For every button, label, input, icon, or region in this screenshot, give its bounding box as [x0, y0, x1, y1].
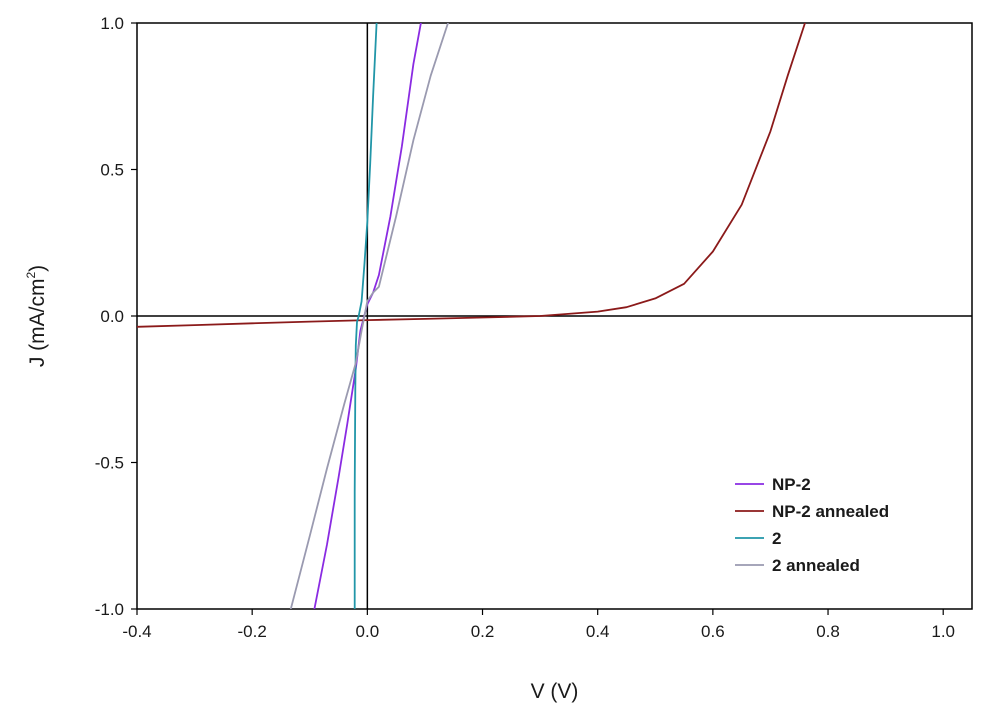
series-layer	[137, 23, 806, 609]
y-tick-label: 0.0	[100, 307, 124, 326]
x-tick-label: 1.0	[931, 622, 955, 641]
x-tick-label: 0.0	[356, 622, 380, 641]
x-tick-label: 0.8	[816, 622, 840, 641]
y-axis-label-base: J (mA/cm	[26, 279, 49, 368]
legend-label: NP-2	[772, 475, 811, 494]
y-tick-label: 0.5	[100, 161, 124, 180]
x-tick-label: 0.4	[586, 622, 610, 641]
legend-label: NP-2 annealed	[772, 502, 889, 521]
x-tick-label: 0.2	[471, 622, 495, 641]
y-axis-label-superscript: 2	[24, 272, 38, 279]
x-tick-label: 0.6	[701, 622, 725, 641]
y-tick-label: -0.5	[95, 454, 124, 473]
y-tick-label: 1.0	[100, 14, 124, 33]
x-axis-label: V (V)	[531, 680, 579, 703]
legend: NP-2 NP-2 annealed 2 2 annealed	[735, 475, 889, 575]
series-line-3	[353, 23, 378, 609]
x-tick-label: -0.2	[238, 622, 267, 641]
series-line-4	[289, 23, 449, 609]
series-line-2	[137, 23, 806, 328]
x-tick-label: -0.4	[122, 622, 151, 641]
ticks-layer: -0.4 -0.2 0.0 0.2 0.4 0.6 0.8 1.0 -1.0 -0.5 0.0 0.5…	[95, 14, 955, 641]
y-tick-label: -1.0	[95, 600, 124, 619]
legend-label: 2 annealed	[772, 556, 860, 575]
y-axis-label: J (mA/cm2)	[24, 265, 49, 367]
legend-label: 2	[772, 529, 781, 548]
reference-lines	[137, 23, 972, 609]
y-axis-label-close: )	[26, 265, 49, 272]
